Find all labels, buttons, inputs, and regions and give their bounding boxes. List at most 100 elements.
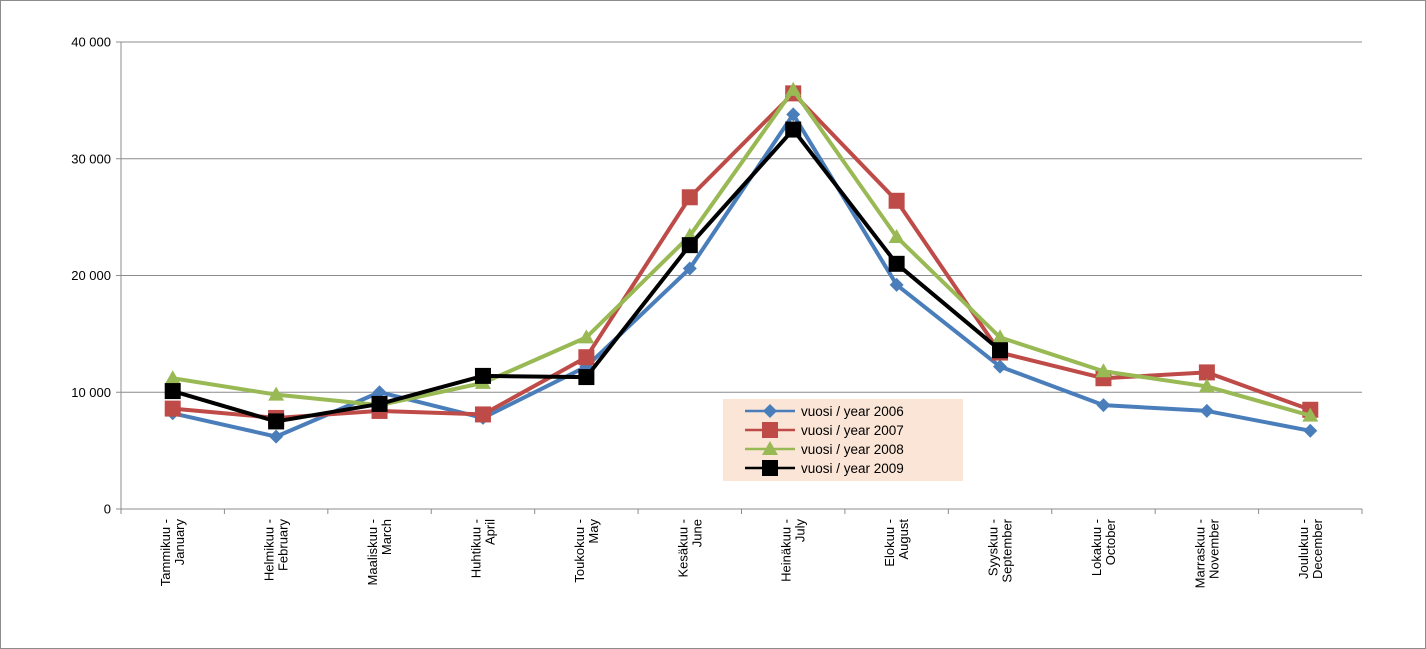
x-tick-label: Joulukuu - December [1296, 518, 1325, 579]
x-tick-label-line: Syyskuu - [986, 519, 1001, 576]
data-point [785, 81, 802, 96]
x-tick-label-line: October [1103, 518, 1118, 565]
x-tick-label: Maaliskuu - March [365, 519, 394, 585]
x-tick-label: Elokuu - August [882, 519, 911, 567]
x-tick-label: Syyskuu - September [986, 518, 1015, 582]
series-group [164, 81, 1319, 444]
x-tick-label-line: Elokuu - [882, 519, 897, 567]
legend-label: vuosi / year 2006 [801, 404, 904, 419]
legend-label: vuosi / year 2007 [801, 423, 904, 438]
y-axis-labels: 0 10 000 20 000 30 000 40 000 [71, 35, 111, 517]
x-tick-label-line: Maaliskuu - [365, 519, 380, 585]
data-point [1198, 378, 1215, 393]
data-point [371, 395, 388, 412]
x-tick-label-line: May [586, 519, 601, 544]
x-tick-label-line: Heinäkuu - [779, 519, 794, 582]
data-point [474, 406, 491, 423]
data-point [786, 107, 801, 122]
x-tick-label-line: June [689, 519, 704, 547]
x-tick-label: Toukokuu - May [572, 519, 601, 583]
legend-label: vuosi / year 2009 [801, 461, 904, 476]
data-point [164, 383, 181, 400]
x-tick-label-line: Toukokuu - [572, 519, 587, 583]
x-tick-label-line: Marraskuu - [1192, 519, 1207, 588]
data-point [1096, 398, 1111, 413]
data-point [372, 385, 387, 400]
data-point [889, 277, 904, 292]
x-tick-label: Lokakuu - October [1089, 518, 1118, 576]
legend-item: vuosi / year 2007 [745, 422, 904, 438]
legend-label: vuosi / year 2008 [801, 442, 904, 457]
data-point [888, 228, 905, 243]
x-tick-label: Heinäkuu - July [779, 519, 808, 582]
x-tick-label-line: January [172, 519, 187, 566]
y-tick-label: 0 [104, 502, 111, 517]
data-point [1302, 407, 1319, 422]
x-tick-label-line: Helmikuu - [262, 519, 277, 581]
legend-item: vuosi / year 2006 [745, 404, 904, 419]
legend-item: vuosi / year 2009 [745, 460, 904, 476]
series-line [172, 112, 1311, 439]
data-point [681, 237, 698, 254]
x-tick-label-line: Tammikuu - [158, 519, 173, 586]
x-tick-label-line: March [379, 519, 394, 555]
x-tick-label-line: December [1310, 518, 1325, 579]
x-tick-label-line: April [482, 519, 497, 545]
data-point [888, 255, 905, 272]
y-tick-label: 20 000 [71, 268, 111, 283]
x-tick-label-line: November [1206, 518, 1221, 579]
x-tick-label: Tammikuu - January [158, 519, 187, 587]
legend-swatch-marker [763, 404, 777, 418]
data-point [1303, 423, 1318, 438]
data-point [268, 386, 285, 401]
series-line [172, 91, 1311, 420]
data-point [578, 349, 595, 366]
axes [116, 41, 1363, 514]
series-4 [164, 121, 1009, 430]
data-point [164, 400, 181, 417]
data-point [1199, 403, 1214, 418]
x-tick-label-line: Lokakuu - [1089, 519, 1104, 576]
data-point [1095, 363, 1112, 378]
data-point [992, 329, 1009, 344]
legend-swatch-marker [762, 422, 778, 438]
y-tick-label: 40 000 [71, 35, 111, 50]
x-tick-label-line: August [896, 519, 911, 560]
x-tick-label: Marraskuu - November [1192, 518, 1221, 588]
data-point [578, 329, 595, 344]
data-point [681, 189, 698, 206]
data-point [785, 121, 802, 138]
data-point [993, 359, 1008, 374]
x-axis-labels: Tammikuu - January Helmikuu - February Maali… [158, 518, 1325, 588]
x-tick-label: Huhtikuu - April [468, 519, 497, 578]
x-tick-label-line: September [1000, 518, 1015, 582]
data-point [268, 413, 285, 430]
data-point [269, 429, 284, 444]
x-tick-label-line: Kesäkuu - [675, 519, 690, 578]
grid-lines [121, 41, 1362, 393]
legend-swatch-marker [762, 460, 778, 476]
x-tick-label-line: February [276, 519, 291, 572]
data-point [474, 367, 491, 384]
legend-item: vuosi / year 2008 [745, 441, 904, 457]
series-line [172, 87, 1311, 418]
x-tick-label-line: Huhtikuu - [468, 519, 483, 578]
series-2 [164, 85, 1319, 426]
x-tick-label-line: Joulukuu - [1296, 519, 1311, 579]
data-point [1198, 364, 1215, 381]
data-point [578, 369, 595, 386]
x-tick-label: Helmikuu - February [262, 519, 291, 582]
legend: vuosi / year 2006 vuosi / year 2007 vuosi … [723, 399, 963, 481]
x-tick-label-line: July [793, 519, 808, 543]
series-3 [164, 81, 1319, 422]
data-point [992, 342, 1009, 359]
y-tick-label: 30 000 [71, 151, 111, 166]
data-point [888, 192, 905, 209]
y-tick-label: 10 000 [71, 385, 111, 400]
x-tick-label: Kesäkuu - June [675, 519, 704, 578]
data-point [164, 370, 181, 385]
legend-swatch-marker [762, 441, 778, 455]
data-point [682, 261, 697, 276]
